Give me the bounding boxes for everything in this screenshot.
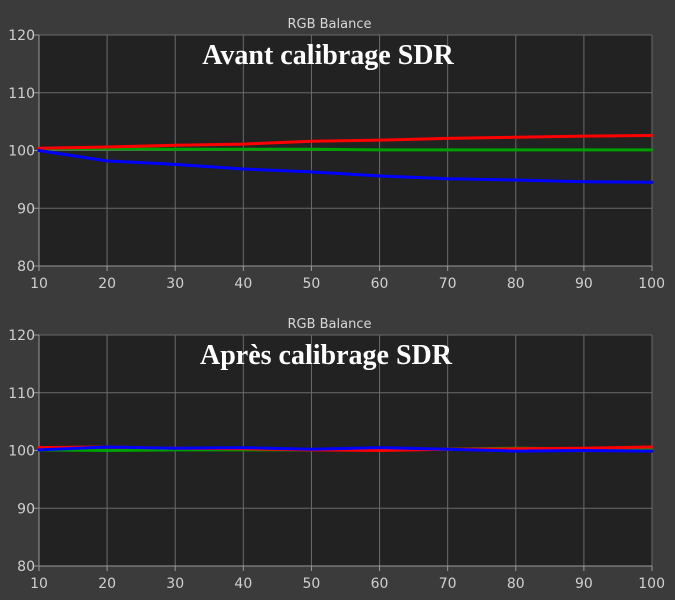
chart-1-y-tick-label: 100 [8,144,35,160]
chart-1-x-tick-label: 40 [234,276,252,292]
chart-1-x-tick-label: 80 [507,276,525,292]
chart-1-y-tick-label: 90 [17,201,35,217]
chart-2-x-tick-label: 50 [303,576,321,592]
chart-1-x-tick-label: 60 [371,276,389,292]
chart-1-x-tick-label: 100 [638,276,665,292]
chart-2-y-tick-label: 110 [8,386,35,402]
chart-2-x-tick-label: 80 [507,576,525,592]
chart-2-x-tick-label: 40 [234,576,252,592]
chart-1-y-tick-label: 120 [8,28,35,44]
chart-1-series-green-line [37,147,654,152]
chart-2-y-tick-label: 100 [8,444,35,460]
chart-1-x-tick-label: 20 [98,276,116,292]
chart-2-x-tick-label: 10 [30,576,48,592]
chart-2-title: RGB Balance [287,317,371,332]
chart-2: RGB Balance 80 90 100 110 120 10 20 30 40 50 60 70 80… [8,317,665,592]
chart-2-overlay-title: Après calibrage SDR [200,340,453,371]
chart-2-x-tick-label: 70 [439,576,457,592]
chart-1-y-tick-label: 110 [8,86,35,102]
chart-2-y-tick-label: 80 [17,559,35,575]
chart-1-x-tick-label: 70 [439,276,457,292]
chart-2-y-tick-label: 90 [17,501,35,517]
chart-2-x-tick-label: 90 [575,576,593,592]
chart-1-x-tick-label: 50 [303,276,321,292]
chart-1-overlay-title: Avant calibrage SDR [202,40,454,71]
chart-2-x-tick-label: 30 [166,576,184,592]
chart-1-x-tick-label: 10 [30,276,48,292]
chart-1-y-tick-label: 80 [17,259,35,275]
chart-2-y-tick-label: 120 [8,328,35,344]
chart-1: RGB Balance 80 90 100 110 120 10 20 30 40 50 60 70 80… [8,17,665,292]
chart-1-series-blue-line [37,149,654,184]
chart-2-x-tick-label: 60 [371,576,389,592]
chart-1-series-red-line [37,134,654,150]
chart-1-x-tick-label: 90 [575,276,593,292]
chart-1-x-tick-label: 30 [166,276,184,292]
chart-2-series-blue-line [37,445,654,453]
chart-2-x-tick-label: 20 [98,576,116,592]
chart-1-title: RGB Balance [287,17,371,32]
chart-2-x-tick-label: 100 [638,576,665,592]
